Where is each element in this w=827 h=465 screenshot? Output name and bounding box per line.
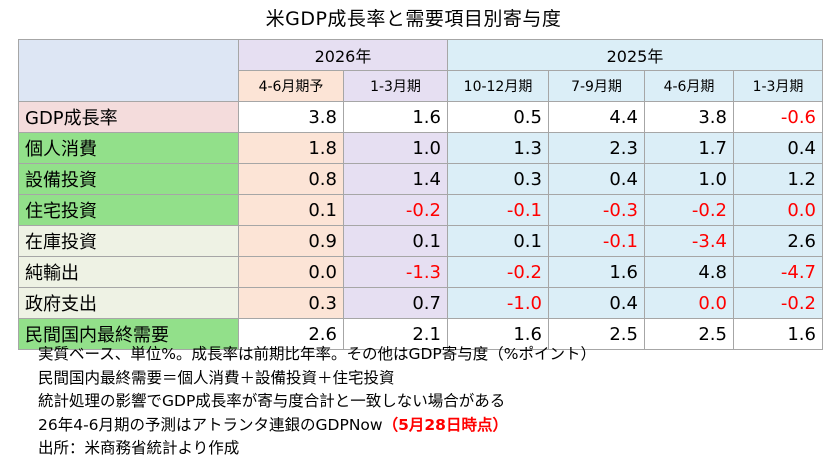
value-cell: 0.4 xyxy=(548,163,645,195)
quarter-header: 10-12月期 xyxy=(447,70,549,102)
value-cell: 1.6 xyxy=(343,101,448,133)
row-label: 住宅投資 xyxy=(18,194,239,226)
value-cell: 2.3 xyxy=(548,132,645,164)
value-cell: 1.2 xyxy=(733,163,823,195)
table-row: 設備投資 0.8 1.4 0.3 0.4 1.0 1.2 xyxy=(18,163,823,195)
value-cell: -0.2 xyxy=(447,256,549,288)
header-row-years: 2026年 2025年 xyxy=(18,39,823,102)
value-cell: 1.6 xyxy=(733,318,823,350)
row-label: 設備投資 xyxy=(18,163,239,195)
row-label: 純輸出 xyxy=(18,256,239,288)
note-highlight: （5月28日時点） xyxy=(382,415,508,434)
value-cell: 1.8 xyxy=(238,132,344,164)
value-cell: 1.3 xyxy=(447,132,549,164)
footnotes: 実質ベース、単位%。成長率は前期比年率。その他はGDP寄与度（%ポイント） 民間… xyxy=(38,343,596,461)
value-cell: -0.2 xyxy=(644,194,734,226)
note-line: 統計処理の影響でGDP成長率が寄与度合計と一致しない場合がある xyxy=(38,392,506,410)
header-corner xyxy=(18,39,239,102)
table-row: 個人消費 1.8 1.0 1.3 2.3 1.7 0.4 xyxy=(18,132,823,164)
header-row-quarters: 4-6月期予 1-3月期 10-12月期 7-9月期 4-6月期 1-3月期 xyxy=(19,70,823,102)
value-cell: -1.3 xyxy=(343,256,448,288)
value-cell: 3.8 xyxy=(644,101,734,133)
value-cell: 0.4 xyxy=(548,287,645,319)
value-cell: -0.3 xyxy=(548,194,645,226)
row-label: 個人消費 xyxy=(18,132,239,164)
value-cell: 0.1 xyxy=(447,225,549,257)
table-row: 在庫投資 0.9 0.1 0.1 -0.1 -3.4 2.6 xyxy=(18,225,823,257)
value-cell: 0.3 xyxy=(447,163,549,195)
value-cell: -4.7 xyxy=(733,256,823,288)
value-cell: 2.6 xyxy=(238,318,344,350)
value-cell: -1.0 xyxy=(447,287,549,319)
note-line: 実質ベース、単位%。成長率は前期比年率。その他はGDP寄与度（%ポイント） xyxy=(38,345,596,363)
row-label: GDP成長率 xyxy=(18,101,239,133)
value-cell: 0.5 xyxy=(447,101,549,133)
note-line: 民間国内最終需要＝個人消費＋設備投資＋住宅投資 xyxy=(38,368,395,387)
value-cell: 1.0 xyxy=(343,132,448,164)
year-header-2026: 2026年 xyxy=(238,39,448,71)
value-cell: 0.0 xyxy=(644,287,734,319)
value-cell: 0.9 xyxy=(238,225,344,257)
value-cell: 0.0 xyxy=(238,256,344,288)
value-cell: 1.6 xyxy=(548,256,645,288)
value-cell: 3.8 xyxy=(238,101,344,133)
quarter-header: 4-6月期予 xyxy=(238,70,344,102)
quarter-header: 4-6月期 xyxy=(644,70,734,102)
value-cell: 0.0 xyxy=(733,194,823,226)
row-label: 民間国内最終需要 xyxy=(18,318,239,350)
table-title: 米GDP成長率と需要項目別寄与度 xyxy=(265,8,562,30)
quarter-header: 1-3月期 xyxy=(733,70,823,102)
value-cell: 1.0 xyxy=(644,163,734,195)
value-cell: 2.6 xyxy=(733,225,823,257)
value-cell: -0.1 xyxy=(447,194,549,226)
table-row: GDP成長率 3.8 1.6 0.5 4.4 3.8 -0.6 xyxy=(18,101,823,133)
value-cell: 1.4 xyxy=(343,163,448,195)
table-row: 住宅投資 0.1 -0.2 -0.1 -0.3 -0.2 0.0 xyxy=(18,194,823,226)
table-row: 純輸出 0.0 -1.3 -0.2 1.6 4.8 -4.7 xyxy=(18,256,823,288)
year-header-2025: 2025年 xyxy=(447,39,823,71)
value-cell: 2.5 xyxy=(548,318,645,350)
quarter-header: 1-3月期 xyxy=(343,70,448,102)
value-cell: 0.1 xyxy=(343,225,448,257)
value-cell: 0.8 xyxy=(238,163,344,195)
value-cell: 1.7 xyxy=(644,132,734,164)
value-cell: -0.1 xyxy=(548,225,645,257)
row-label: 在庫投資 xyxy=(18,225,239,257)
gdp-contribution-table: 2026年 2025年 4-6月期予 1-3月期 10-12月期 7-9月期 4… xyxy=(18,39,823,350)
value-cell: 0.3 xyxy=(238,287,344,319)
value-cell: 1.6 xyxy=(447,318,549,350)
value-cell: 4.4 xyxy=(548,101,645,133)
table-row: 民間国内最終需要 2.6 2.1 1.6 2.5 2.5 1.6 xyxy=(18,318,823,350)
value-cell: -0.6 xyxy=(733,101,823,133)
value-cell: -0.2 xyxy=(343,194,448,226)
quarter-header: 7-9月期 xyxy=(548,70,645,102)
value-cell: 0.7 xyxy=(343,287,448,319)
note-text: 26年4-6月期の予測はアトランタ連銀のGDPNow xyxy=(38,415,383,434)
value-cell: 0.1 xyxy=(238,194,344,226)
value-cell: 4.8 xyxy=(644,256,734,288)
value-cell: -3.4 xyxy=(644,225,734,257)
table-body: GDP成長率 3.8 1.6 0.5 4.4 3.8 -0.6 個人消費 1.8 1.0 1.3 2.… xyxy=(18,101,823,350)
note-line: 出所：米商務省統計より作成 xyxy=(38,439,240,457)
value-cell: -0.2 xyxy=(733,287,823,319)
row-label: 政府支出 xyxy=(18,287,239,319)
value-cell: 0.4 xyxy=(733,132,823,164)
value-cell: 2.1 xyxy=(343,318,448,350)
value-cell: 2.5 xyxy=(644,318,734,350)
note-line: 26年4-6月期の予測はアトランタ連銀のGDPNow（5月28日時点） xyxy=(38,414,596,438)
table-row: 政府支出 0.3 0.7 -1.0 0.4 0.0 -0.2 xyxy=(18,287,823,319)
